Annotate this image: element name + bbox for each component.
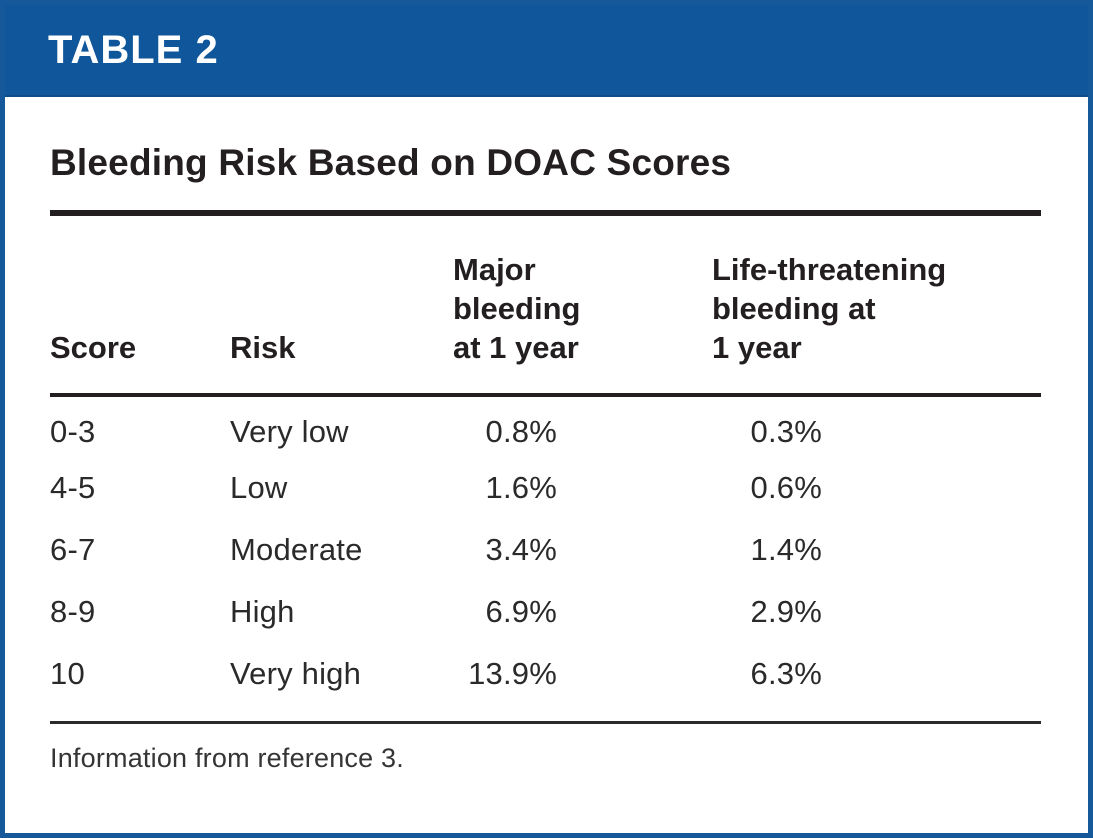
column-header-major-bleeding: Major bleeding at 1 year	[453, 216, 712, 397]
cell-major-bleeding: 1.6%	[453, 457, 712, 519]
percent-value: 6.9%	[485, 594, 557, 629]
cell-score: 10	[50, 656, 85, 691]
cell-major-bleeding: 0.8%	[453, 395, 712, 457]
cell-risk: High	[230, 594, 295, 629]
table-row: 4-5 Low 1.6% 0.6%	[50, 457, 1041, 519]
table-row: 0-3 Very low 0.8% 0.3%	[50, 395, 1041, 457]
percent-value: 1.4%	[750, 532, 822, 567]
cell-life-threatening: 0.6%	[712, 457, 1041, 519]
table-number-label: TABLE 2	[48, 27, 219, 72]
cell-major-bleeding: 6.9%	[453, 581, 712, 643]
table-row: 6-7 Moderate 3.4% 1.4%	[50, 519, 1041, 581]
cell-score: 4-5	[50, 470, 96, 505]
cell-risk: Low	[230, 470, 288, 505]
bleeding-risk-table: Score Risk Major bleeding at 1 year Life…	[50, 216, 1041, 705]
cell-life-threatening: 2.9%	[712, 581, 1041, 643]
percent-value: 13.9%	[468, 656, 557, 691]
cell-score: 0-3	[50, 414, 96, 449]
footnote-rule-divider	[50, 721, 1041, 724]
column-header-life-threatening-bleeding: Life-threatening bleeding at 1 year	[712, 216, 1041, 397]
cell-life-threatening: 1.4%	[712, 519, 1041, 581]
percent-value: 6.3%	[750, 656, 822, 691]
cell-life-threatening: 6.3%	[712, 643, 1041, 705]
table-content: Bleeding Risk Based on DOAC Scores Score…	[5, 142, 1088, 774]
cell-score: 6-7	[50, 532, 96, 567]
table-row: 8-9 High 6.9% 2.9%	[50, 581, 1041, 643]
percent-value: 1.6%	[485, 470, 557, 505]
percent-value: 0.6%	[750, 470, 822, 505]
table-number-band: TABLE 2	[5, 5, 1088, 97]
table-row: 10 Very high 13.9% 6.3%	[50, 643, 1041, 705]
column-header-risk: Risk	[230, 216, 453, 397]
cell-major-bleeding: 3.4%	[453, 519, 712, 581]
table-header-row: Score Risk Major bleeding at 1 year Life…	[50, 216, 1041, 397]
title-rule-divider	[50, 210, 1041, 216]
table-title: Bleeding Risk Based on DOAC Scores	[50, 142, 732, 183]
percent-value: 2.9%	[750, 594, 822, 629]
percent-value: 3.4%	[485, 532, 557, 567]
percent-value: 0.3%	[750, 414, 822, 449]
footnote-text: Information from reference 3.	[50, 743, 404, 773]
column-header-score: Score	[50, 216, 230, 397]
percent-value: 0.8%	[485, 414, 557, 449]
cell-risk: Moderate	[230, 532, 363, 567]
cell-risk: Very high	[230, 656, 362, 691]
cell-major-bleeding: 13.9%	[453, 643, 712, 705]
cell-risk: Very low	[230, 414, 349, 449]
cell-life-threatening: 0.3%	[712, 395, 1041, 457]
cell-score: 8-9	[50, 594, 96, 629]
